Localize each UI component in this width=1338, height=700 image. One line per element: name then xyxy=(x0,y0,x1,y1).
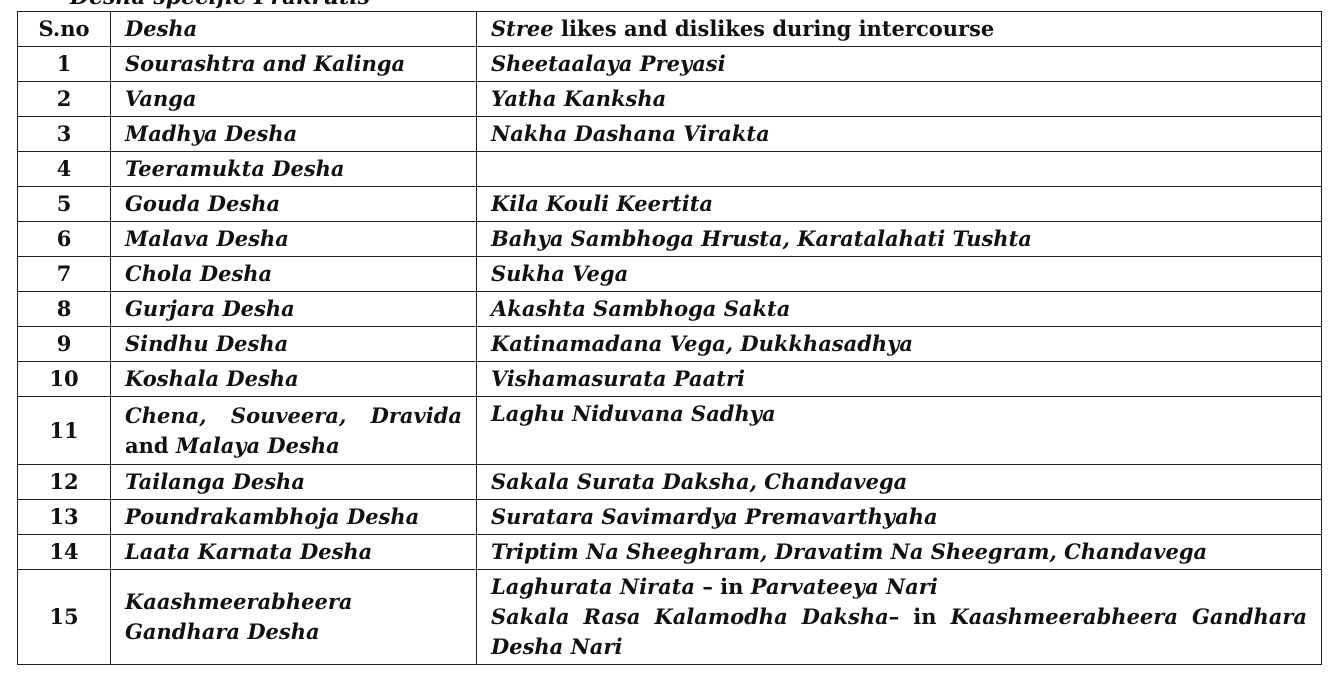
row-desha: Sourashtra and Kalinga xyxy=(110,46,477,82)
table-row: 5 Gouda Desha Kila Kouli Keertita xyxy=(17,186,1322,222)
table-row: 4 Teeramukta Desha xyxy=(17,151,1322,187)
row-stree: Laghu Niduvana Sadhya xyxy=(476,396,1322,465)
row-sno: 8 xyxy=(17,291,111,327)
row-desha-line1: Chena, Souveera, Dravida xyxy=(125,402,462,428)
row-stree xyxy=(476,151,1322,187)
row-stree: Vishamasurata Paatri xyxy=(476,361,1322,397)
row-stree-b-mid: – in xyxy=(888,604,951,629)
row-sno: 13 xyxy=(17,499,111,535)
row-desha-line2: Malaya Desha xyxy=(175,432,340,458)
row-stree-b-em: Sakala Rasa Kalamodha Daksha xyxy=(491,604,889,629)
row-sno: 11 xyxy=(17,396,111,465)
row-stree: Akashta Sambhoga Sakta xyxy=(476,291,1322,327)
table-row: 12 Tailanga Desha Sakala Surata Daksha, … xyxy=(17,464,1322,500)
table-row: 9 Sindhu Desha Katinamadana Vega, Dukkha… xyxy=(17,326,1322,362)
row-stree: Kila Kouli Keertita xyxy=(476,186,1322,222)
row-desha: Koshala Desha xyxy=(110,361,477,397)
row-desha: Kaashmeerabheera Gandhara Desha xyxy=(110,569,477,665)
row-sno: 6 xyxy=(17,221,111,257)
row-stree-b-em2: Kaashmeerabheera Gandhara xyxy=(950,604,1307,629)
table-row: 2 Vanga Yatha Kanksha xyxy=(17,81,1322,117)
row-sno: 12 xyxy=(17,464,111,500)
row-stree: Suratara Savimardya Premavarthyaha xyxy=(476,499,1322,535)
row-desha: Tailanga Desha xyxy=(110,464,477,500)
table-row: 1 Sourashtra and Kalinga Sheetaalaya Pre… xyxy=(17,46,1322,82)
header-stree-rest: likes and dislikes during intercourse xyxy=(553,16,995,41)
row-desha: Teeramukta Desha xyxy=(110,151,477,187)
row-sno: 1 xyxy=(17,46,111,82)
row-stree-a-em2: Parvateeya Nari xyxy=(750,574,938,599)
table-row: 8 Gurjara Desha Akashta Sambhoga Sakta xyxy=(17,291,1322,327)
table-row: 6 Malava Desha Bahya Sambhoga Hrusta, Ka… xyxy=(17,221,1322,257)
row-sno: 7 xyxy=(17,256,111,292)
row-stree-line-a: Laghurata Nirata – in Parvateeya Nari xyxy=(491,572,1307,602)
row-desha: Chola Desha xyxy=(110,256,477,292)
desha-table: S.no Desha Stree likes and dislikes duri… xyxy=(17,11,1322,665)
row-desha-line2-wrap: and Malaya Desha xyxy=(125,431,462,461)
row-desha: Madhya Desha xyxy=(110,116,477,152)
row-sno: 15 xyxy=(17,569,111,665)
row-sno: 4 xyxy=(17,151,111,187)
row-desha: Laata Karnata Desha xyxy=(110,534,477,570)
row-desha: Gouda Desha xyxy=(110,186,477,222)
row-stree: Laghurata Nirata – in Parvateeya Nari Sa… xyxy=(476,569,1322,665)
section-heading: Desha specific Prakrutis xyxy=(70,0,370,10)
table-row: 10 Koshala Desha Vishamasurata Paatri xyxy=(17,361,1322,397)
row-stree: Bahya Sambhoga Hrusta, Karatalahati Tush… xyxy=(476,221,1322,257)
row-stree-line-c: Desha Nari xyxy=(491,634,623,659)
row-desha: Vanga xyxy=(110,81,477,117)
header-desha: Desha xyxy=(110,11,477,47)
row-sno: 14 xyxy=(17,534,111,570)
row-stree: Sakala Surata Daksha, Chandavega xyxy=(476,464,1322,500)
row-stree: Yatha Kanksha xyxy=(476,81,1322,117)
row-stree: Nakha Dashana Virakta xyxy=(476,116,1322,152)
table-header-row: S.no Desha Stree likes and dislikes duri… xyxy=(17,11,1322,47)
row-sno: 10 xyxy=(17,361,111,397)
row-stree-a-mid: – in xyxy=(695,574,751,599)
row-desha: Sindhu Desha xyxy=(110,326,477,362)
table-row: 14 Laata Karnata Desha Triptim Na Sheegh… xyxy=(17,534,1322,570)
row-stree: Sheetaalaya Preyasi xyxy=(476,46,1322,82)
table-row: 7 Chola Desha Sukha Vega xyxy=(17,256,1322,292)
row-stree: Katinamadana Vega, Dukkhasadhya xyxy=(476,326,1322,362)
row-desha-line1: Kaashmeerabheera xyxy=(125,589,353,614)
row-sno: 5 xyxy=(17,186,111,222)
row-desha: Gurjara Desha xyxy=(110,291,477,327)
header-stree: Stree likes and dislikes during intercou… xyxy=(476,11,1322,47)
table-row: 13 Poundrakambhoja Desha Suratara Savima… xyxy=(17,499,1322,535)
row-sno: 9 xyxy=(17,326,111,362)
header-stree-em: Stree xyxy=(491,16,554,41)
header-sno: S.no xyxy=(17,11,111,47)
row-desha: Malava Desha xyxy=(110,221,477,257)
row-stree-line-b: Sakala Rasa Kalamodha Daksha– in Kaashme… xyxy=(491,602,1307,632)
row-sno: 2 xyxy=(17,81,111,117)
row-desha-and: and xyxy=(125,432,176,458)
table-row: 3 Madhya Desha Nakha Dashana Virakta xyxy=(17,116,1322,152)
row-desha-line2: Gandhara Desha xyxy=(125,619,320,644)
row-stree: Sukha Vega xyxy=(476,256,1322,292)
row-stree: Triptim Na Sheeghram, Dravatim Na Sheegr… xyxy=(476,534,1322,570)
row-desha: Chena, Souveera, Dravida and Malaya Desh… xyxy=(110,396,477,465)
table-row: 11 Chena, Souveera, Dravida and Malaya D… xyxy=(17,396,1322,465)
table-row: 15 Kaashmeerabheera Gandhara Desha Laghu… xyxy=(17,569,1322,665)
row-stree-a-em: Laghurata Nirata xyxy=(491,574,696,599)
row-sno: 3 xyxy=(17,116,111,152)
row-desha: Poundrakambhoja Desha xyxy=(110,499,477,535)
